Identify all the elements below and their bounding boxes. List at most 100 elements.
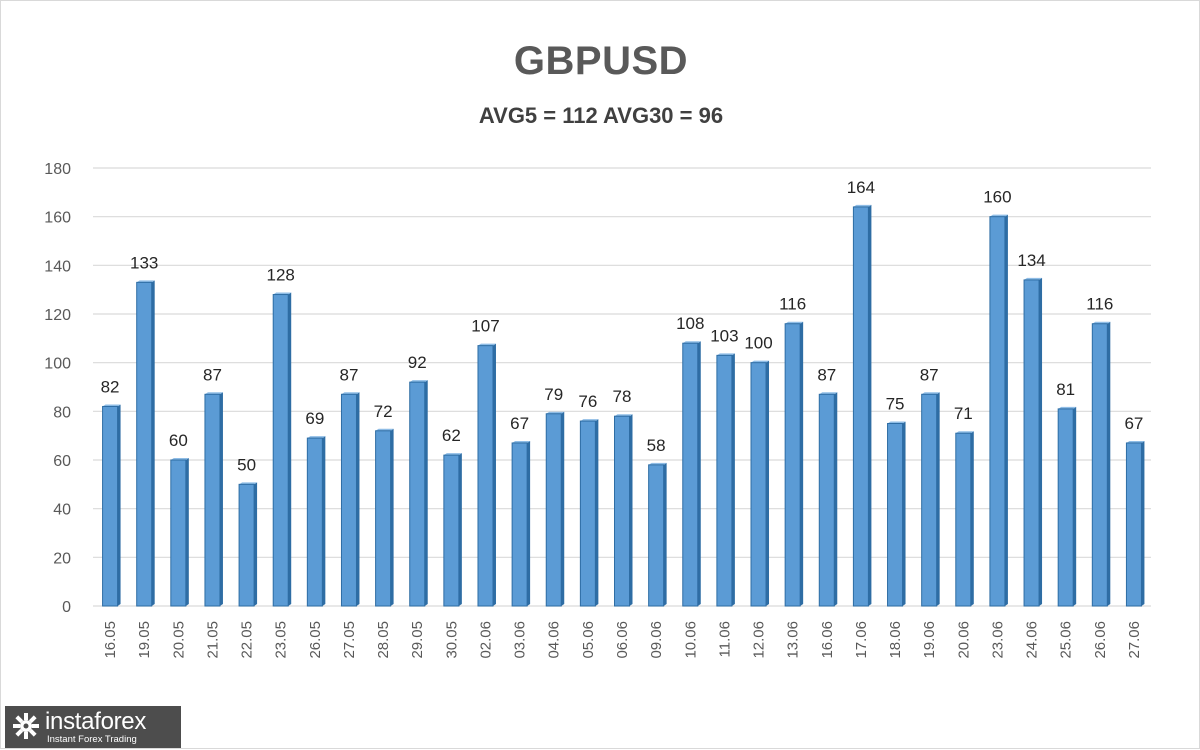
bar bbox=[340, 393, 357, 607]
bar-side bbox=[766, 360, 770, 606]
bar bbox=[579, 420, 596, 607]
bar-side bbox=[1073, 406, 1077, 606]
data-label: 107 bbox=[471, 317, 499, 336]
bar-top bbox=[648, 462, 667, 465]
data-label: 71 bbox=[954, 404, 973, 423]
bar bbox=[443, 454, 460, 607]
x-tick-label: 02.06 bbox=[477, 621, 494, 659]
bar-top bbox=[819, 392, 838, 395]
bar bbox=[238, 483, 255, 607]
bar bbox=[477, 345, 494, 607]
instaforex-logo: instaforex Instant Forex Trading bbox=[5, 706, 181, 748]
bar-side bbox=[527, 440, 531, 606]
bar bbox=[1057, 408, 1074, 607]
bar-side bbox=[288, 292, 292, 606]
bar bbox=[545, 413, 562, 607]
y-tick-label: 20 bbox=[53, 550, 71, 567]
bar-side bbox=[356, 392, 360, 606]
x-tick-label: 06.06 bbox=[614, 621, 631, 659]
bar bbox=[750, 362, 767, 607]
data-label: 108 bbox=[676, 314, 704, 333]
bar-side bbox=[868, 204, 872, 606]
bar bbox=[887, 423, 904, 607]
bar-top bbox=[204, 392, 223, 395]
bar bbox=[170, 459, 187, 607]
bar-side bbox=[800, 321, 804, 606]
bar bbox=[921, 393, 938, 607]
logo-name: instaforex bbox=[45, 708, 147, 735]
x-tick-label: 19.06 bbox=[921, 621, 938, 659]
data-label: 50 bbox=[237, 455, 256, 474]
x-tick-label: 20.05 bbox=[170, 621, 187, 659]
bar bbox=[852, 206, 869, 607]
x-tick-label: 26.06 bbox=[1092, 621, 1109, 659]
data-label: 79 bbox=[544, 385, 563, 404]
bar-side bbox=[731, 353, 735, 606]
y-tick-label: 60 bbox=[53, 453, 71, 470]
data-label: 62 bbox=[442, 426, 461, 445]
bar-side bbox=[322, 436, 326, 606]
chart-subtitle: AVG5 = 112 AVG30 = 96 bbox=[478, 103, 724, 128]
bar-side bbox=[970, 431, 974, 606]
data-labels: 82 133 60 87 50 128 69 87 72 92 62 107 67 79 76 78 58 108… bbox=[101, 178, 1144, 474]
y-tick-label: 40 bbox=[53, 502, 71, 519]
x-tick-label: 16.05 bbox=[102, 621, 119, 659]
x-tick-label: 28.05 bbox=[375, 621, 392, 659]
data-label: 160 bbox=[983, 188, 1011, 207]
bar bbox=[272, 294, 289, 607]
data-label: 128 bbox=[267, 266, 295, 285]
bar-side bbox=[629, 414, 633, 606]
bar bbox=[136, 281, 153, 607]
data-label: 67 bbox=[1124, 414, 1143, 433]
x-tick-label: 30.05 bbox=[443, 621, 460, 659]
bar-top bbox=[921, 392, 940, 395]
bar-side bbox=[185, 458, 189, 606]
bar bbox=[204, 393, 221, 607]
x-tick-label: 13.06 bbox=[785, 621, 802, 659]
bar-side bbox=[390, 428, 394, 606]
data-label: 69 bbox=[305, 409, 324, 428]
x-tick-label: 29.05 bbox=[409, 621, 426, 659]
x-tick-label: 11.06 bbox=[716, 621, 733, 657]
x-tick-label: 21.05 bbox=[204, 621, 221, 659]
bar bbox=[306, 437, 323, 607]
data-label: 78 bbox=[613, 387, 632, 406]
data-label: 87 bbox=[340, 365, 359, 384]
data-label: 82 bbox=[101, 377, 120, 396]
x-tick-label: 26.05 bbox=[307, 621, 324, 659]
bar bbox=[409, 381, 426, 607]
x-tick-label: 09.06 bbox=[648, 621, 665, 659]
data-label: 134 bbox=[1017, 251, 1045, 270]
bar-side bbox=[117, 404, 121, 606]
bar-side bbox=[1004, 214, 1008, 606]
bar-top bbox=[955, 431, 974, 434]
bar-side bbox=[151, 280, 155, 606]
chart-title: GBPUSD bbox=[513, 39, 689, 83]
bar-side bbox=[1141, 440, 1145, 606]
y-axis: 0 20 40 60 80 100 120 140 160 180 bbox=[44, 161, 71, 616]
bar bbox=[989, 216, 1006, 607]
bar-top bbox=[716, 353, 735, 356]
y-tick-label: 180 bbox=[44, 161, 71, 178]
bar-side bbox=[663, 462, 667, 606]
bar bbox=[955, 432, 972, 607]
y-tick-label: 120 bbox=[44, 307, 71, 324]
x-tick-label: 24.06 bbox=[1024, 621, 1041, 659]
bar-side bbox=[834, 392, 838, 606]
x-tick-label: 22.05 bbox=[239, 621, 256, 659]
bar-top bbox=[1058, 406, 1077, 409]
bar-side bbox=[561, 411, 565, 606]
bar-side bbox=[424, 380, 428, 606]
x-tick-label: 16.06 bbox=[819, 621, 836, 659]
gear-icon bbox=[13, 713, 39, 739]
x-tick-label: 25.06 bbox=[1058, 621, 1075, 659]
data-label: 72 bbox=[374, 402, 393, 421]
data-label: 116 bbox=[1086, 295, 1113, 314]
x-tick-label: 10.06 bbox=[682, 621, 699, 659]
data-label: 60 bbox=[169, 431, 188, 450]
bar-side bbox=[902, 421, 906, 606]
data-label: 133 bbox=[130, 253, 158, 272]
bar-side bbox=[219, 392, 223, 606]
